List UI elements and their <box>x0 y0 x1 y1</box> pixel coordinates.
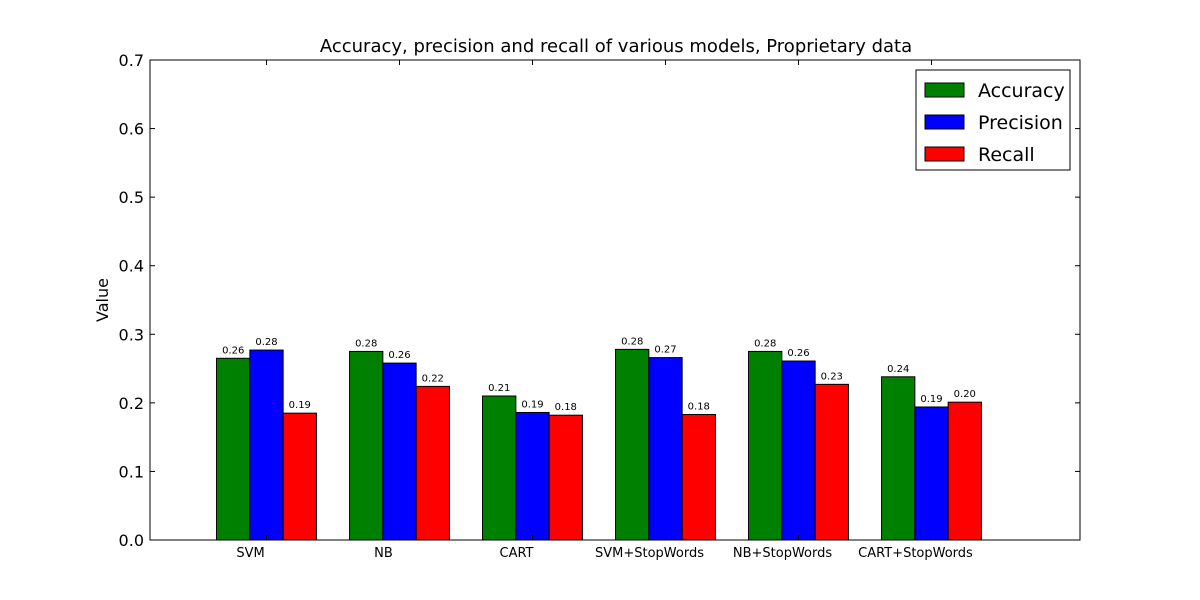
y-tick-label: 0.1 <box>119 462 144 481</box>
y-axis-label: Value <box>93 278 112 322</box>
data-label: 0.28 <box>355 338 377 349</box>
y-tick-label: 0.4 <box>119 257 144 276</box>
bar-recall-4 <box>814 383 849 541</box>
bar-recall-3 <box>681 414 716 541</box>
bar-recall-5 <box>947 401 982 541</box>
data-label: 0.26 <box>787 348 809 359</box>
bar-precision-2 <box>515 411 550 541</box>
bar-accuracy-0 <box>216 357 251 541</box>
bar-recall-2 <box>548 414 583 541</box>
data-label: 0.24 <box>887 364 909 375</box>
chart-title: Accuracy, precision and recall of variou… <box>320 36 912 57</box>
data-label: 0.19 <box>289 400 311 411</box>
bar-accuracy-2 <box>482 395 517 541</box>
bar-accuracy-5 <box>881 376 916 541</box>
plot-frame <box>149 59 1081 541</box>
y-tick-label: 0.5 <box>119 188 144 207</box>
bar-precision-1 <box>382 362 417 541</box>
data-label: 0.21 <box>488 383 510 394</box>
legend-swatch-recall <box>924 146 965 162</box>
x-tick-label: CART <box>500 546 534 561</box>
data-labels: 0.26 0.28 0.19 0.28 0.26 0.22 0.21 0.19 0.18 0.28… <box>222 336 976 413</box>
data-label: 0.26 <box>388 350 410 361</box>
bar-accuracy-1 <box>349 350 384 541</box>
legend-label-recall: Recall <box>978 144 1035 166</box>
y-tick-label: 0.3 <box>119 325 144 344</box>
data-label: 0.28 <box>754 338 776 349</box>
legend: Accuracy Precision Recall <box>915 69 1071 171</box>
x-tick-label: CART+StopWords <box>858 546 973 561</box>
data-label: 0.22 <box>422 373 444 384</box>
data-label: 0.18 <box>688 402 710 413</box>
bar-precision-3 <box>648 357 683 541</box>
y-tick-label: 0.6 <box>119 120 144 139</box>
x-tick-label: SVM+StopWords <box>595 546 704 561</box>
bar-precision-4 <box>781 360 816 541</box>
bar-accuracy-4 <box>748 350 783 541</box>
x-tick-label: NB <box>374 546 393 561</box>
data-label: 0.28 <box>255 337 277 348</box>
data-label: 0.19 <box>920 394 942 405</box>
data-label: 0.27 <box>654 345 676 356</box>
data-label: 0.19 <box>521 399 543 410</box>
bar-recall-1 <box>415 385 450 541</box>
y-tick-label: 0.2 <box>119 394 144 413</box>
data-label: 0.26 <box>222 345 244 356</box>
x-tick-label: SVM <box>236 546 264 561</box>
bar-accuracy-3 <box>615 348 650 541</box>
y-tick-label: 0.0 <box>119 531 144 550</box>
data-label: 0.18 <box>555 402 577 413</box>
data-label: 0.28 <box>621 336 643 347</box>
y-tick-label: 0.7 <box>119 51 144 70</box>
data-label: 0.23 <box>821 371 843 382</box>
legend-swatch-accuracy <box>924 82 965 98</box>
legend-swatch-precision <box>924 114 965 130</box>
x-axis-ticks: SVM NB CART SVM+StopWords NB+StopWords CART+S… <box>236 60 973 561</box>
legend-label-accuracy: Accuracy <box>978 80 1065 102</box>
legend-label-precision: Precision <box>978 112 1063 134</box>
bar-precision-5 <box>914 406 949 541</box>
bar-recall-0 <box>282 412 317 541</box>
x-tick-label: NB+StopWords <box>733 546 833 561</box>
data-label: 0.20 <box>954 389 976 400</box>
y-axis-ticks: 0.0 0.1 0.2 0.3 0.4 0.5 0.6 0.7 <box>119 51 1080 550</box>
bar-precision-0 <box>249 349 284 541</box>
bar-series <box>216 348 982 541</box>
